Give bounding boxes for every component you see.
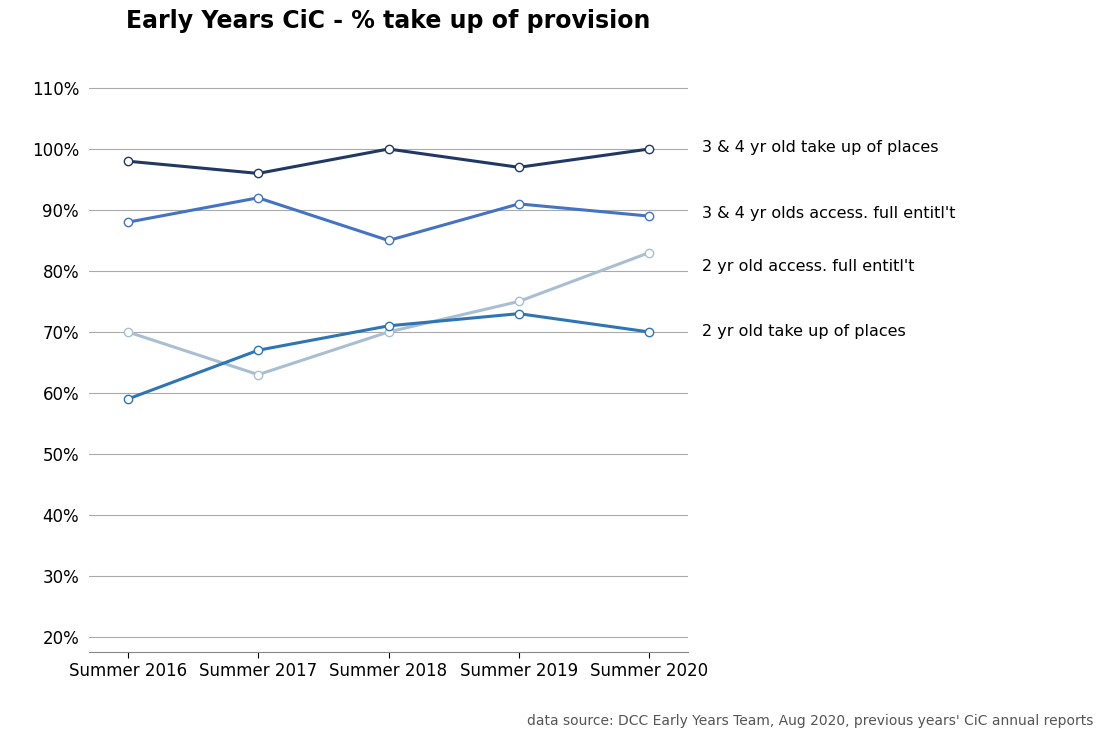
Text: 2 yr old take up of places: 2 yr old take up of places — [702, 325, 906, 339]
Text: 3 & 4 yr old take up of places: 3 & 4 yr old take up of places — [702, 140, 938, 156]
Text: 3 & 4 yr olds access. full entitl't: 3 & 4 yr olds access. full entitl't — [702, 206, 955, 221]
Text: Early Years CiC - % take up of provision: Early Years CiC - % take up of provision — [127, 10, 650, 33]
Text: 2 yr old access. full entitl't: 2 yr old access. full entitl't — [702, 259, 914, 273]
Text: data source: DCC Early Years Team, Aug 2020, previous years' CiC annual reports: data source: DCC Early Years Team, Aug 2… — [527, 714, 1093, 728]
